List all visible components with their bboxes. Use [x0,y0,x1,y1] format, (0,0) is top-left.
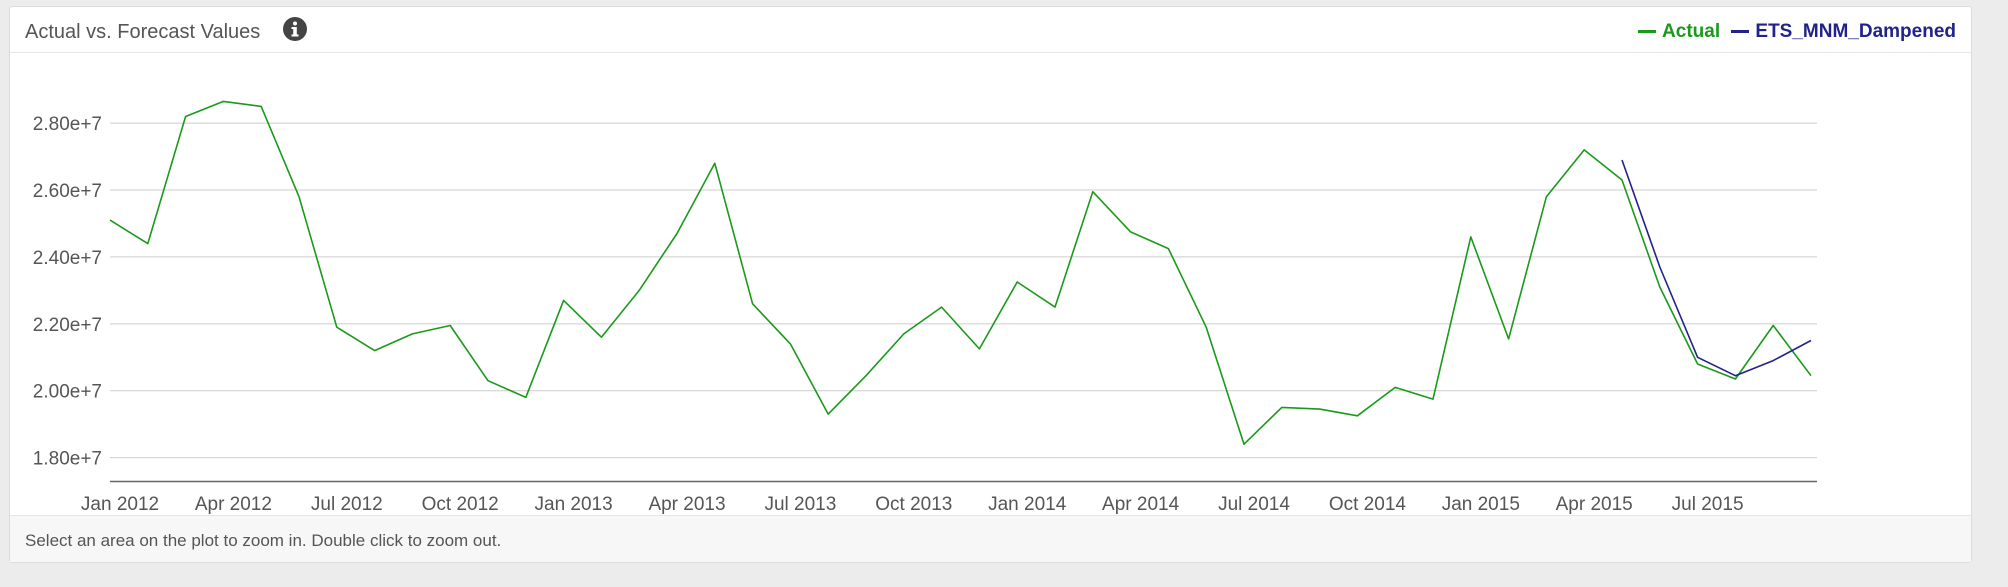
chart-panel: Actual vs. Forecast Values Actual ETS_MN… [9,6,1972,563]
panel-title: Actual vs. Forecast Values [25,21,261,43]
x-tick-label: Apr 2015 [1556,494,1633,515]
x-tick-label: Jul 2014 [1218,494,1290,515]
x-tick-label: Jan 2013 [535,494,613,515]
chart-legend: Actual ETS_MNM_Dampened [1632,21,1956,43]
x-tick-label: Apr 2012 [195,494,272,515]
x-tick-label: Jul 2015 [1672,494,1744,515]
series-lines [109,100,1812,445]
x-tick-label: Oct 2012 [422,494,499,515]
line-chart[interactable]: 1.80e+7 2.00e+7 2.20e+7 2.40e+7 2.60e+7 2.80e… [10,53,1971,515]
panel-header: Actual vs. Forecast Values Actual ETS_MN… [10,7,1971,53]
x-tick-label: Jan 2012 [81,494,159,515]
legend-label-actual: Actual [1662,21,1721,42]
series-line-actual[interactable] [109,100,1812,445]
x-tick-label: Jan 2015 [1442,494,1520,515]
chart-area[interactable]: 1.80e+7 2.00e+7 2.20e+7 2.40e+7 2.60e+7 2.80e… [10,53,1971,515]
x-tick-label: Oct 2014 [1329,494,1407,515]
legend-item-forecast[interactable]: ETS_MNM_Dampened [1731,21,1956,43]
x-tick-label: Jan 2014 [988,494,1067,515]
panel-footer: Select an area on the plot to zoom in. D… [10,515,1971,562]
legend-item-actual[interactable]: Actual [1638,21,1720,43]
x-tick-label: Apr 2013 [648,494,725,515]
info-circle-icon[interactable] [282,16,308,42]
x-tick-label: Oct 2013 [875,494,952,515]
legend-swatch-forecast [1731,30,1750,34]
y-tick-label: 1.80e+7 [33,449,102,470]
y-grid [110,122,1817,459]
y-tick-labels: 1.80e+7 2.00e+7 2.20e+7 2.40e+7 2.60e+7 2.80e… [33,114,102,469]
y-tick-label: 2.20e+7 [33,315,102,336]
y-tick-label: 2.80e+7 [33,114,102,135]
x-tick-labels: Jan 2012 Apr 2012 Jul 2012 Oct 2012 Jan 2013… [81,494,1744,515]
legend-label-forecast: ETS_MNM_Dampened [1755,21,1956,42]
x-tick-label: Jul 2012 [311,494,383,515]
y-tick-label: 2.00e+7 [33,382,102,403]
x-tick-label: Apr 2014 [1102,494,1180,515]
y-tick-label: 2.60e+7 [33,181,102,202]
series-line-forecast[interactable] [1621,159,1812,377]
x-tick-label: Jul 2013 [764,494,836,515]
legend-swatch-actual [1638,30,1657,34]
y-tick-label: 2.40e+7 [33,248,102,269]
zoom-hint-text: Select an area on the plot to zoom in. D… [25,531,502,550]
